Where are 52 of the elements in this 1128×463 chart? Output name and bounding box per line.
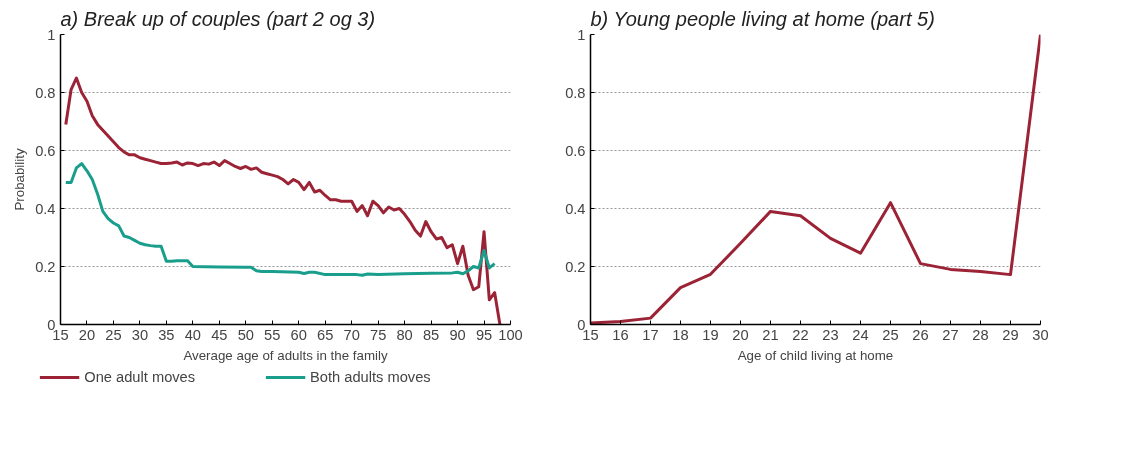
x-tick-label: 30 xyxy=(131,326,149,343)
x-tick-label: 80 xyxy=(396,326,413,343)
x-tick-label: 50 xyxy=(237,326,254,343)
x-tick-label: 75 xyxy=(370,326,387,343)
x-tick-label: 85 xyxy=(422,326,440,343)
y-tick-label: 1 xyxy=(577,26,586,43)
x-tick-label: 30 xyxy=(1032,326,1049,343)
x-tick-label: 22 xyxy=(792,326,809,343)
y-tick-label: 0.8 xyxy=(565,84,586,101)
x-tick-label: 24 xyxy=(852,326,869,343)
x-tick-label: 23 xyxy=(822,326,839,343)
x-tick-label: 16 xyxy=(612,326,629,343)
x-tick-label: 26 xyxy=(912,326,929,343)
x-axis-title: Average age of adults in the family xyxy=(183,347,388,363)
x-tick-label: 45 xyxy=(211,326,228,343)
x-tick-label: 27 xyxy=(942,326,959,343)
x-tick-label: 95 xyxy=(475,326,493,343)
x-tick-label: 40 xyxy=(184,326,202,343)
y-tick-label: 0.2 xyxy=(565,258,586,275)
x-tick-label: 100 xyxy=(498,326,523,343)
y-tick-label: 0.4 xyxy=(35,200,56,217)
x-axis-title: Age of child living at home xyxy=(737,347,894,363)
line-series xyxy=(64,162,497,277)
x-tick-label: 55 xyxy=(264,326,281,343)
x-tick-label: 20 xyxy=(732,326,749,343)
x-tick-label: 28 xyxy=(972,326,989,343)
x-tick-label: 20 xyxy=(78,326,96,343)
y-tick-label: 0.4 xyxy=(565,200,586,217)
x-tick-label: 21 xyxy=(762,326,779,343)
x-tick-label: 25 xyxy=(882,326,899,343)
line-series xyxy=(590,34,1041,325)
y-axis-title: Probability xyxy=(12,148,28,211)
x-tick-label: 19 xyxy=(702,326,719,343)
chart-title: b) Young people living at home (part 5) xyxy=(590,7,935,30)
x-tick-label: 18 xyxy=(672,326,689,343)
y-tick-label: 1 xyxy=(47,26,56,43)
legend-label: Both adults moves xyxy=(310,369,431,385)
x-tick-label: 60 xyxy=(290,326,307,343)
legend-label: One adult moves xyxy=(84,369,196,385)
line-series xyxy=(64,76,502,325)
x-tick-label: 29 xyxy=(1002,326,1019,343)
x-tick-label: 90 xyxy=(449,326,466,343)
y-tick-label: 0.8 xyxy=(35,84,56,101)
chart-title: a) Break up of couples (part 2 og 3) xyxy=(60,7,376,30)
y-tick-label: 0.6 xyxy=(35,142,56,159)
x-tick-label: 25 xyxy=(105,326,122,343)
x-tick-label: 70 xyxy=(343,326,360,343)
x-tick-label: 35 xyxy=(158,326,175,343)
x-tick-label: 17 xyxy=(642,326,659,343)
x-tick-label: 65 xyxy=(317,326,334,343)
y-tick-label: 0.6 xyxy=(565,142,586,159)
y-tick-label: 0.2 xyxy=(35,258,56,275)
